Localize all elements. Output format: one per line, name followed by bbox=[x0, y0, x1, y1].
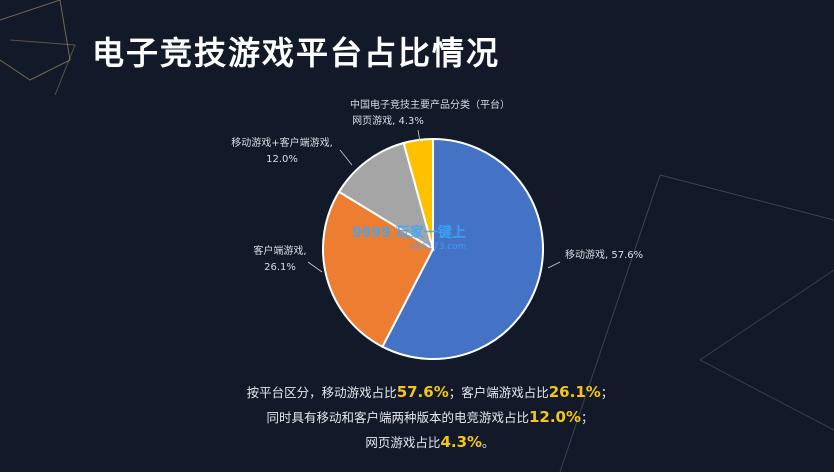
watermark-logo: 9999 玩家一键上 bbox=[352, 225, 466, 241]
pie-leader-line-3 bbox=[339, 149, 353, 166]
frame-line-top-left bbox=[0, 0, 71, 81]
summary-line-1: 按平台区分，移动游戏占比57.6%；客户端游戏占比26.1%； bbox=[150, 380, 710, 405]
summary-highlight-client: 26.1% bbox=[548, 383, 601, 401]
frame-line-top-left-2 bbox=[9, 39, 76, 96]
pie-slice-1 bbox=[381, 137, 544, 360]
summary-text-part: 按平台区分，移动游戏占比 bbox=[246, 385, 397, 400]
frame-line-right-2 bbox=[699, 269, 834, 431]
summary-text-part: ； bbox=[600, 385, 614, 400]
summary-line-2: 同时具有移动和客户端两种版本的电竞游戏占比12.0%； bbox=[150, 405, 710, 430]
pie-data-label-2: 客户端游戏, 26.1% bbox=[253, 244, 306, 273]
pie-data-label-1: 移动游戏, 57.6% bbox=[565, 248, 643, 261]
summary-line-3: 网页游戏占比4.3%。 bbox=[150, 430, 710, 455]
pie-data-label-4: 网页游戏, 4.3% bbox=[352, 114, 424, 127]
summary-highlight-both: 12.0% bbox=[528, 408, 582, 426]
page-title: 电子竞技游戏平台占比情况 bbox=[92, 34, 501, 72]
frame-line-right bbox=[559, 174, 834, 472]
pie-leader-line-1 bbox=[547, 261, 561, 269]
watermark-url: 666173.com bbox=[410, 242, 467, 252]
summary-text-part: ；客户端游戏占比 bbox=[448, 385, 549, 400]
pie-data-label-3: 移动游戏+客户端游戏, 12.0% bbox=[231, 136, 333, 165]
summary-text-part: ； bbox=[581, 410, 594, 425]
pie-slice-2 bbox=[322, 190, 435, 349]
summary-text-part: 网页游戏占比 bbox=[365, 435, 441, 450]
summary-highlight-web: 4.3% bbox=[440, 433, 483, 451]
summary-text-part: 同时具有移动和客户端两种版本的电竞游戏占比 bbox=[266, 410, 529, 425]
pie-slice-3 bbox=[337, 141, 435, 252]
pie-leader-line-2 bbox=[307, 261, 323, 273]
summary-text-part: 。 bbox=[482, 435, 495, 450]
summary-highlight-mobile: 57.6% bbox=[396, 383, 449, 401]
summary-text: 按平台区分，移动游戏占比57.6%；客户端游戏占比26.1%； 同时具有移动和客… bbox=[150, 380, 710, 455]
pie-slice-4 bbox=[402, 137, 434, 250]
chart-title: 中国电子竞技主要产品分类（平台） bbox=[350, 100, 510, 111]
pie-leader-line-4 bbox=[417, 129, 421, 143]
